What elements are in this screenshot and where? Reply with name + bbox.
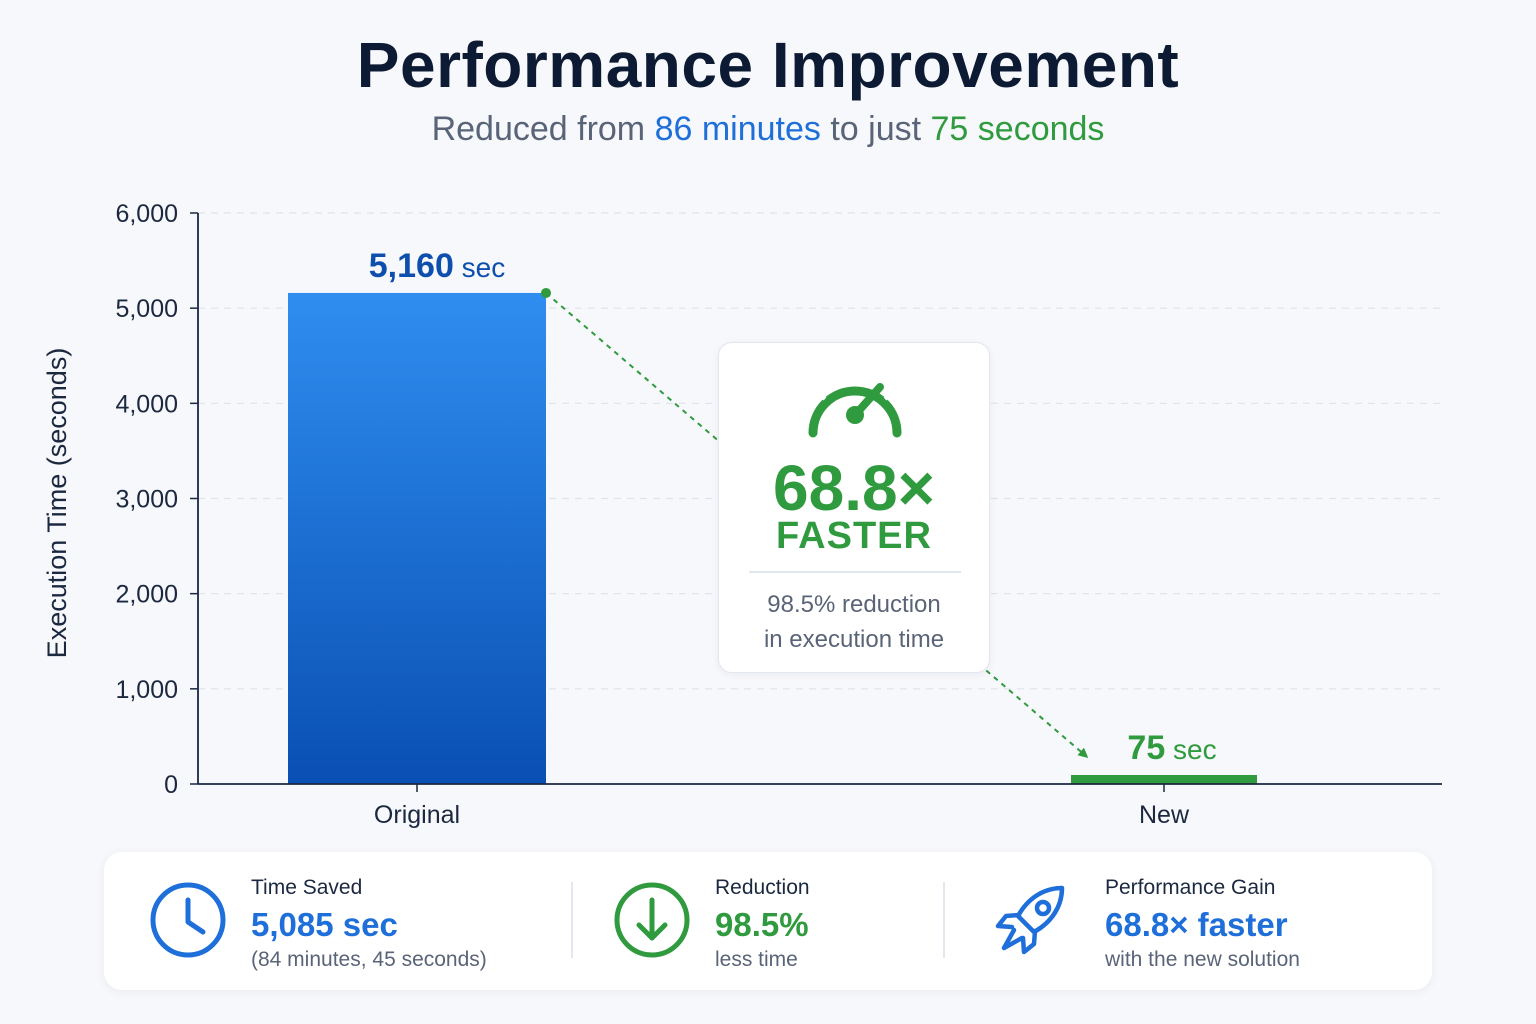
- stat-time-saved: Time Saved 5,085 sec (84 minutes, 45 sec…: [104, 852, 574, 990]
- callout-desc-line2: in execution time: [763, 626, 945, 653]
- speedometer-icon: [808, 370, 902, 438]
- bar-new: [1071, 775, 1257, 784]
- stat-value: 5,085 sec: [251, 906, 398, 943]
- speedup-label: FASTER: [776, 515, 932, 557]
- stat-note: less time: [715, 948, 798, 971]
- stat-reduction: Reduction 98.5% less time: [574, 852, 944, 990]
- chart-title: Performance Improvement: [356, 29, 1180, 101]
- data-label-value: 75: [1127, 729, 1165, 767]
- summary-stats-panel: Time Saved 5,085 sec (84 minutes, 45 sec…: [104, 852, 1432, 990]
- category-labels: Original New: [374, 784, 1190, 829]
- callout-divider: [749, 571, 961, 573]
- stat-label: Reduction: [715, 876, 810, 899]
- stat-label: Performance Gain: [1105, 876, 1276, 899]
- category-label: New: [1139, 801, 1190, 829]
- subtitle-prefix: Reduced from: [431, 110, 655, 148]
- y-tick-label: 3,000: [115, 486, 178, 514]
- callout-desc-line1: 98.5% reduction: [767, 591, 941, 618]
- y-tick-label: 6,000: [115, 200, 178, 228]
- stat-value: 98.5%: [715, 906, 809, 943]
- bars: [288, 292, 1257, 784]
- data-label-unit: sec: [454, 252, 505, 283]
- y-tick-label: 1,000: [115, 676, 178, 704]
- clock-icon: [150, 882, 226, 958]
- connector-arrow: [545, 292, 1089, 758]
- data-label-original: 5,160 sec: [369, 247, 505, 285]
- stat-separator: [943, 882, 945, 958]
- subtitle-from: 86 minutes: [654, 110, 821, 148]
- stat-performance-gain: Performance Gain 68.8× faster with the n…: [944, 852, 1432, 990]
- stat-value: 68.8× faster: [1105, 906, 1288, 943]
- stat-label: Time Saved: [251, 876, 363, 899]
- reduction-connector: [541, 287, 1089, 758]
- axes: [197, 213, 1442, 785]
- data-label-value: 5,160: [369, 247, 454, 285]
- y-tick-label: 2,000: [115, 581, 178, 609]
- bar-chart: 0 1,000 2,000 3,000 4,000 5,000 6,000 5,160 se…: [42, 200, 1442, 829]
- speedup-factor: 68.8×: [773, 452, 935, 524]
- speedup-callout: 68.8× FASTER 98.5% reduction in executio…: [718, 342, 990, 673]
- y-tick-label: 4,000: [115, 390, 178, 418]
- category-label: Original: [374, 801, 460, 829]
- subtitle-mid: to just: [820, 110, 931, 148]
- chart-subtitle: Reduced from 86 minutes to just 75 secon…: [0, 110, 1536, 149]
- subtitle-to: 75 seconds: [930, 110, 1105, 148]
- rocket-icon: [995, 885, 1065, 955]
- data-label-unit: sec: [1165, 734, 1216, 765]
- stat-note: (84 minutes, 45 seconds): [251, 948, 487, 971]
- arrow-down-circle-icon: [614, 882, 690, 958]
- y-tick-label: 5,000: [115, 295, 178, 323]
- data-label-new: 75 sec: [1127, 729, 1216, 767]
- stat-note: with the new solution: [1105, 948, 1300, 971]
- y-tick-labels: 0 1,000 2,000 3,000 4,000 5,000 6,000: [115, 200, 198, 799]
- y-tick-label: 0: [164, 771, 178, 799]
- stat-separator: [571, 882, 573, 958]
- bar-original: [288, 292, 546, 784]
- callout-description: 98.5% reduction in execution time: [719, 587, 989, 657]
- y-axis-label: Execution Time (seconds): [42, 348, 72, 659]
